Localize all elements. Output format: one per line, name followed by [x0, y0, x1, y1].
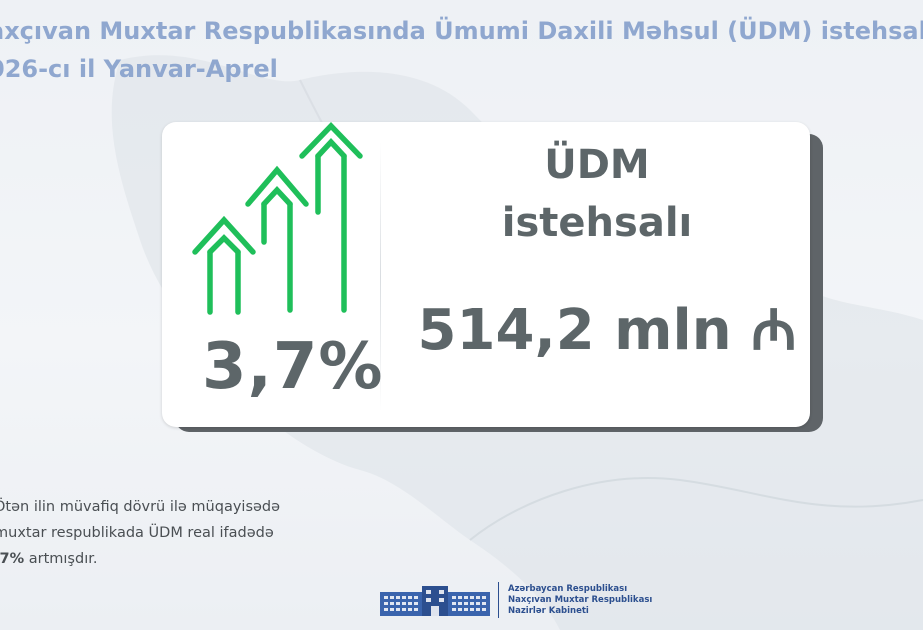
description-line-1: Ötən ilin müvafiq dövrü ilə müqayisədə: [0, 499, 281, 515]
footer: Azərbaycan Respublikası Naxçıvan Muxtar …: [380, 580, 652, 620]
gdp-label-line-2: istehsalı: [501, 200, 693, 246]
footer-line-2: Naxçıvan Muxtar Respublikası: [508, 595, 653, 605]
footer-line-3: Nazirlər Kabineti: [508, 606, 589, 616]
gdp-card: 3,7% ÜDM istehsalı 514,2 mln ₼: [162, 122, 810, 427]
description-line-3: ,7% artmışdır.: [0, 546, 280, 572]
growth-arrows-icon: [192, 122, 363, 315]
gdp-label: ÜDM istehsalı: [412, 136, 782, 252]
footer-divider: [498, 582, 499, 618]
description-line-3-rest: artmışdır.: [24, 551, 98, 567]
gdp-value: 514,2 mln ₼: [417, 298, 797, 363]
growth-percent: 3,7%: [202, 330, 384, 404]
description-line-2: muxtar respublikada ÜDM real ifadədə: [0, 525, 274, 541]
footer-text: Azərbaycan Respublikası Naxçıvan Muxtar …: [508, 584, 652, 617]
footer-line-1: Azərbaycan Respublikası: [508, 584, 628, 594]
page-title: axçıvan Muxtar Respublikasında Ümumi Dax…: [0, 12, 923, 88]
description-highlight: ,7%: [0, 551, 25, 567]
description: Ötən ilin müvafiq dövrü ilə müqayisədə m…: [0, 494, 280, 572]
gdp-label-line-1: ÜDM: [544, 142, 650, 188]
card-divider: [380, 142, 381, 412]
government-building-icon: [380, 586, 490, 616]
title-line-1: axçıvan Muxtar Respublikasında Ümumi Dax…: [0, 17, 923, 45]
title-line-2: 026-cı il Yanvar-Aprel: [0, 55, 278, 83]
